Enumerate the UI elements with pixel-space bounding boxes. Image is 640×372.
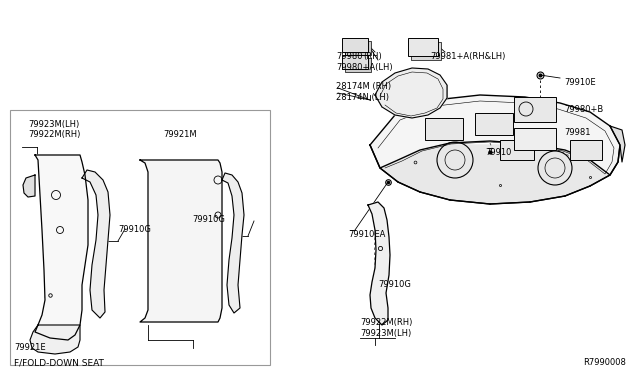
Text: 79910E: 79910E [564,78,596,87]
Text: 79922M(RH): 79922M(RH) [28,130,81,139]
Text: 79980+B: 79980+B [564,105,604,114]
Text: 79980: 79980 [336,52,362,61]
Bar [514,128,556,150]
Text: 28174N (LH): 28174N (LH) [336,93,389,102]
Text: R7990008: R7990008 [583,358,626,367]
Text: 79921E: 79921E [14,343,45,352]
Bar [500,140,534,160]
Polygon shape [82,170,110,318]
Bar [345,41,371,55]
Text: 79910G: 79910G [118,225,151,234]
Bar [514,97,556,122]
Text: 79910EA: 79910EA [348,230,385,239]
Text: 79910G: 79910G [378,280,411,289]
Polygon shape [222,173,244,313]
Bar [342,38,368,52]
Bar [342,55,368,69]
Text: 79923M(LH): 79923M(LH) [28,120,79,129]
Polygon shape [23,175,35,197]
Text: 79910: 79910 [485,148,511,157]
Text: 79980+A(LH): 79980+A(LH) [336,63,392,72]
Text: 79923M(LH): 79923M(LH) [360,329,412,338]
Polygon shape [370,145,620,204]
Bar [345,58,371,72]
Text: F/FOLD-DOWN SEAT: F/FOLD-DOWN SEAT [14,358,104,367]
Bar [425,118,463,140]
Text: 79910G: 79910G [192,215,225,224]
Polygon shape [30,325,80,354]
Text: 79981: 79981 [564,128,591,137]
Bar [10,110,270,365]
Text: 79922M(RH): 79922M(RH) [360,318,412,327]
Polygon shape [140,160,222,322]
Text: 79981+A(RH&LH): 79981+A(RH&LH) [430,52,506,61]
Text: 28174M (RH): 28174M (RH) [336,82,391,91]
Polygon shape [375,68,447,118]
Text: (RH): (RH) [363,52,381,61]
Polygon shape [35,155,88,340]
Polygon shape [368,202,390,325]
Bar [570,140,602,160]
Text: 79921M: 79921M [163,130,196,139]
Polygon shape [610,126,625,162]
Bar [408,38,438,56]
Bar [475,113,513,135]
Bar [411,42,441,60]
Polygon shape [370,95,620,175]
